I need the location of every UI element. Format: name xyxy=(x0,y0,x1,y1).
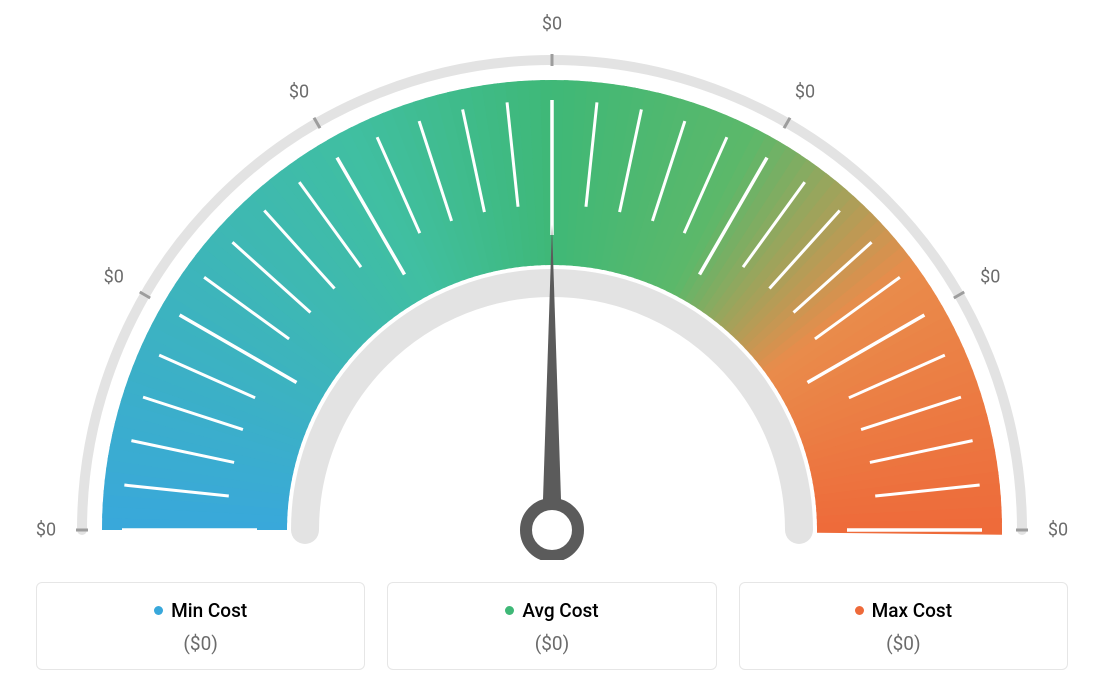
legend-title-min: Min Cost xyxy=(154,599,247,622)
gauge-tick-label: $0 xyxy=(36,520,56,541)
gauge-tick-label: $0 xyxy=(289,81,309,102)
gauge-tick-label: $0 xyxy=(980,267,1000,288)
legend-label-avg: Avg Cost xyxy=(522,599,598,622)
legend-label-max: Max Cost xyxy=(872,599,952,622)
legend-card-avg: Avg Cost ($0) xyxy=(387,582,716,670)
legend-value-avg: ($0) xyxy=(398,632,705,655)
gauge-tick-label: $0 xyxy=(795,81,815,102)
legend-label-min: Min Cost xyxy=(171,599,247,622)
legend-card-max: Max Cost ($0) xyxy=(739,582,1068,670)
gauge-tick-label: $0 xyxy=(542,14,562,35)
legend-value-min: ($0) xyxy=(47,632,354,655)
legend-title-avg: Avg Cost xyxy=(505,599,598,622)
legend-dot-avg xyxy=(505,606,514,615)
legend-title-max: Max Cost xyxy=(855,599,952,622)
legend-value-max: ($0) xyxy=(750,632,1057,655)
legend-dot-min xyxy=(154,606,163,615)
cost-gauge: $0 $0 $0 $0 $0 $0 $0 xyxy=(0,0,1104,560)
legend-dot-max xyxy=(855,606,864,615)
legend-row: Min Cost ($0) Avg Cost ($0) Max Cost ($0… xyxy=(36,582,1068,670)
gauge-tick-label: $0 xyxy=(1048,520,1068,541)
gauge-tick-label: $0 xyxy=(104,267,124,288)
legend-card-min: Min Cost ($0) xyxy=(36,582,365,670)
